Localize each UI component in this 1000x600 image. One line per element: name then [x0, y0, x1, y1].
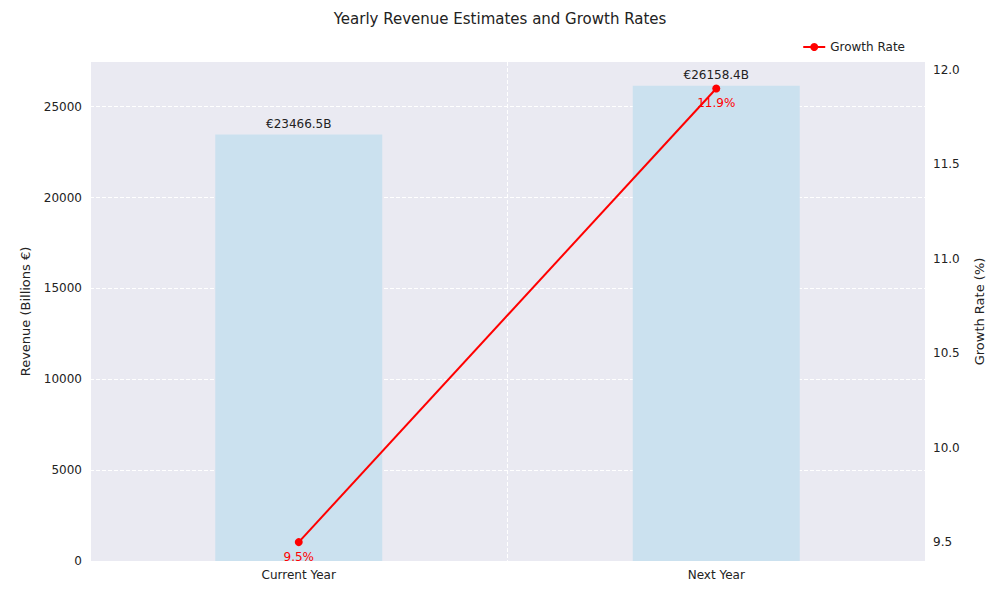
- svg-text:Growth Rate (%): Growth Rate (%): [972, 258, 987, 366]
- svg-text:Next Year: Next Year: [688, 568, 745, 582]
- svg-text:10.5: 10.5: [933, 346, 960, 360]
- svg-text:11.0: 11.0: [933, 252, 960, 266]
- svg-text:Revenue (Billions €): Revenue (Billions €): [18, 247, 33, 377]
- svg-text:10000: 10000: [44, 372, 82, 386]
- svg-text:9.5%: 9.5%: [284, 550, 315, 564]
- svg-text:Yearly Revenue Estimates and G: Yearly Revenue Estimates and Growth Rate…: [333, 10, 667, 28]
- svg-text:0: 0: [74, 554, 82, 568]
- svg-text:5000: 5000: [51, 463, 82, 477]
- svg-text:11.5: 11.5: [933, 157, 960, 171]
- svg-text:15000: 15000: [44, 281, 82, 295]
- svg-text:9.5: 9.5: [933, 535, 952, 549]
- svg-text:€26158.4B: €26158.4B: [684, 68, 750, 82]
- svg-text:Current Year: Current Year: [262, 568, 336, 582]
- svg-text:25000: 25000: [44, 100, 82, 114]
- svg-text:12.0: 12.0: [933, 63, 960, 77]
- svg-text:11.9%: 11.9%: [697, 96, 735, 110]
- svg-text:10.0: 10.0: [933, 441, 960, 455]
- svg-text:20000: 20000: [44, 191, 82, 205]
- svg-text:€23466.5B: €23466.5B: [266, 117, 332, 131]
- svg-text:Growth Rate: Growth Rate: [830, 40, 905, 54]
